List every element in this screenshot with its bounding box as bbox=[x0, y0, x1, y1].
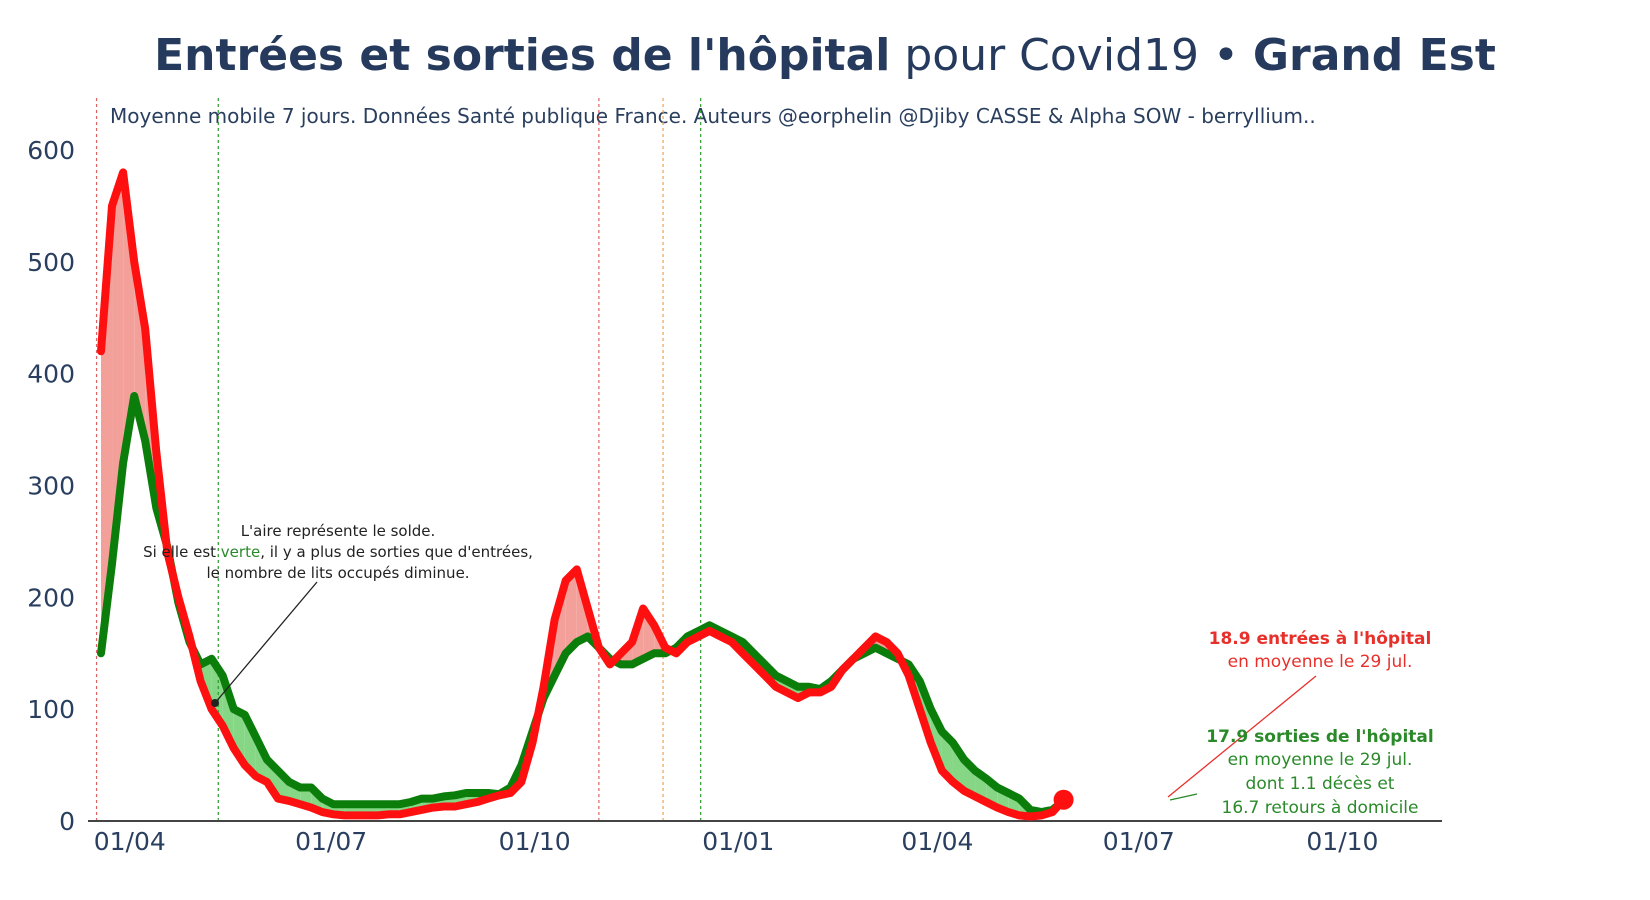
x-tick-label: 01/04 bbox=[901, 827, 973, 856]
x-tick-labels: 01/04 01/07 01/10 01/01 01/04 01/07 01/10 bbox=[94, 827, 1379, 856]
y-tick-label: 0 bbox=[59, 807, 75, 836]
chart-subtitle: Moyenne mobile 7 jours. Données Santé pu… bbox=[110, 104, 1316, 128]
sorties-arrow-line bbox=[1169, 793, 1198, 801]
solde-line2: Si elle est verte, il y a plus de sortie… bbox=[143, 543, 533, 561]
solde-arrow-dot bbox=[211, 699, 219, 707]
last-point-marker bbox=[1053, 789, 1074, 810]
y-tick-label: 500 bbox=[27, 248, 75, 277]
event-vlines bbox=[95, 98, 702, 821]
series-lines bbox=[97, 168, 1068, 821]
entrees-line1: 18.9 entrées à l'hôpital bbox=[1209, 629, 1432, 649]
sorties-line4: 16.7 retours à domicile bbox=[1222, 798, 1419, 818]
balance-fill-segment bbox=[565, 569, 577, 654]
chart-title: Entrées et sorties de l'hôpital pour Cov… bbox=[0, 30, 1650, 81]
sorties-line1: 17.9 sorties de l'hôpital bbox=[1206, 727, 1433, 747]
y-tick-label: 200 bbox=[27, 583, 75, 612]
x-tick-label: 01/10 bbox=[499, 827, 571, 856]
solde-line3: le nombre de lits occupés diminue. bbox=[206, 564, 469, 582]
entrees-line bbox=[97, 168, 1068, 821]
solde-line1: L'aire représente le solde. bbox=[241, 522, 436, 540]
x-tick-label: 01/10 bbox=[1306, 827, 1378, 856]
sorties-line2: en moyenne le 29 jul. bbox=[1228, 750, 1413, 770]
x-tick-label: 01/01 bbox=[702, 827, 774, 856]
y-tick-labels: 0 100 200 300 400 500 600 bbox=[27, 136, 75, 836]
title-part2: pour Covid19 • bbox=[890, 30, 1253, 81]
y-tick-label: 100 bbox=[27, 695, 75, 724]
solde-line2-verte: verte bbox=[221, 543, 260, 561]
y-tick-label: 600 bbox=[27, 136, 75, 165]
x-tick-label: 01/07 bbox=[295, 827, 367, 856]
solde-line2b: , il y a plus de sorties que d'entrées, bbox=[260, 543, 533, 561]
entrees-annotation: 18.9 entrées à l'hôpital en moyenne le 2… bbox=[1167, 629, 1432, 798]
title-part1: Entrées et sorties de l'hôpital bbox=[154, 30, 891, 81]
entrees-line2: en moyenne le 29 jul. bbox=[1228, 652, 1413, 672]
balance-fill-segment bbox=[952, 742, 965, 791]
y-tick-label: 300 bbox=[27, 472, 75, 501]
x-tick-label: 01/04 bbox=[94, 827, 166, 856]
x-tick-label: 01/07 bbox=[1103, 827, 1175, 856]
solde-arrow-line bbox=[214, 581, 318, 704]
sorties-annotation: 17.9 sorties de l'hôpital en moyenne le … bbox=[1053, 727, 1434, 818]
balance-fill-segment bbox=[244, 714, 256, 777]
y-tick-label: 400 bbox=[27, 360, 75, 389]
solde-annotation: L'aire représente le solde. Si elle est … bbox=[143, 522, 533, 707]
solde-line2a: Si elle est bbox=[143, 543, 221, 561]
title-part3: Grand Est bbox=[1252, 30, 1496, 81]
entrees-arrow-line bbox=[1167, 675, 1317, 798]
sorties-line3: dont 1.1 décès et bbox=[1246, 774, 1395, 794]
